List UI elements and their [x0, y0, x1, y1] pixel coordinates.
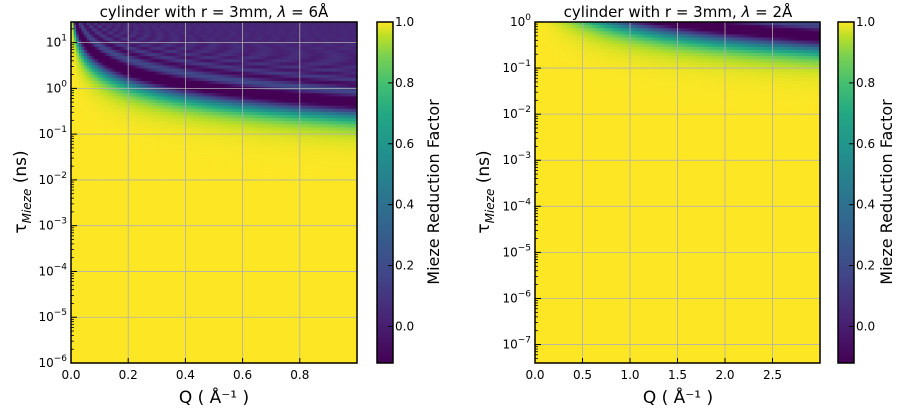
left-heatmap: [71, 22, 358, 364]
left-chart: 0.0 0.2 0.4 0.6 0.8 10110010−110−210−310−410…: [11, 2, 358, 408]
